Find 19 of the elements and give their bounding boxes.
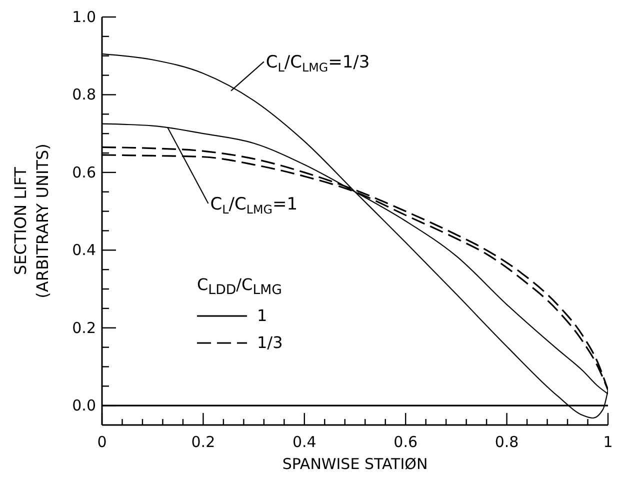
x-tick-label: 0.8 (494, 433, 519, 451)
x-tick-label: 0 (97, 433, 107, 451)
y-axis-title: SECTION LIFT (ARBITRARY UNITS) (11, 144, 52, 298)
y-tick-label: 1.0 (72, 8, 96, 26)
y-tick-label: 0.2 (72, 318, 96, 337)
legend-label: 1/3 (257, 333, 283, 352)
legend-label: 1 (257, 306, 268, 326)
x-tick-label: 0.6 (394, 433, 418, 451)
x-tick-label: 0.4 (292, 433, 316, 451)
x-tick-label: 0.2 (191, 433, 216, 451)
annotation: C$_{L}$/C$_{LMG}$=1 (210, 194, 298, 216)
x-tick-label: 1 (603, 433, 613, 451)
y-tick-label: 0.0 (72, 396, 96, 415)
y-tick-label: 0.4 (72, 241, 96, 260)
y-tick-label: 0.6 (72, 163, 96, 182)
legend-title: C$_{LDD}$/C$_{LMG}$ (197, 275, 283, 298)
y-tick-label: 0.8 (72, 86, 96, 104)
x-axis-title: SPANWISE STATIØN (282, 455, 428, 473)
annotation: C$_{L}$/C$_{LMG}$=1/3 (266, 52, 370, 74)
